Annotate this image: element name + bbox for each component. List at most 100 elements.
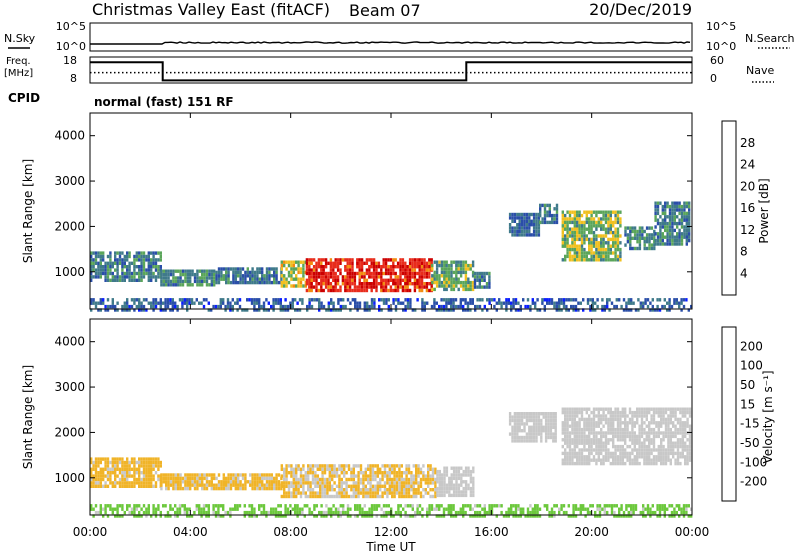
velocity-cell <box>592 434 596 439</box>
power-cell <box>290 260 293 264</box>
velocity-cell <box>210 483 213 487</box>
velocity-cell <box>571 427 574 432</box>
velocity-cell <box>510 504 513 508</box>
power-cell <box>513 219 517 223</box>
velocity-cell <box>225 483 228 487</box>
power-cell <box>661 204 664 209</box>
velocity-cell <box>116 460 119 465</box>
velocity-cell <box>171 507 174 511</box>
power-cell <box>566 220 569 225</box>
velocity-cell <box>440 493 444 498</box>
power-cell <box>387 265 390 269</box>
power-cell <box>577 301 580 305</box>
velocity-cell <box>673 510 676 515</box>
power-cell <box>685 221 688 226</box>
velocity-cell <box>452 483 456 487</box>
velocity-cell <box>179 476 182 481</box>
velocity-cell <box>265 473 269 477</box>
velocity-cell <box>672 431 675 435</box>
power-cell <box>140 251 143 255</box>
power-cell <box>284 298 287 302</box>
velocity-cell <box>179 483 182 487</box>
power-cell <box>683 215 686 219</box>
velocity-cell <box>99 460 102 465</box>
power-cell <box>140 268 143 272</box>
velocity-cell <box>445 466 449 470</box>
power-cell <box>106 304 110 309</box>
power-cell <box>332 268 335 272</box>
power-cell <box>590 230 593 235</box>
velocity-cell <box>356 504 359 508</box>
cpid-value: normal (fast) 151 RF <box>94 95 234 109</box>
power-cell <box>614 234 617 238</box>
velocity-cell <box>544 432 548 436</box>
velocity-cell <box>513 418 517 423</box>
power-cell <box>473 285 477 289</box>
power-cell <box>629 240 632 244</box>
velocity-cell <box>316 481 319 485</box>
power-cell <box>519 308 522 312</box>
power-cell <box>315 278 318 282</box>
power-cell <box>315 282 318 286</box>
power-cell <box>512 298 515 302</box>
power-cell <box>348 288 352 293</box>
power-cell <box>301 298 304 302</box>
velocity-cell <box>469 493 473 498</box>
velocity-cell <box>431 494 435 499</box>
velocity-cell <box>686 458 689 462</box>
power-cell <box>555 210 559 214</box>
velocity-cell <box>550 510 554 515</box>
power-cell <box>190 301 194 305</box>
velocity-cell <box>643 451 646 456</box>
velocity-cell <box>592 414 596 418</box>
velocity-cell <box>502 514 506 518</box>
velocity-cell <box>476 510 479 515</box>
velocity-cell <box>188 514 191 518</box>
velocity-cell <box>464 510 467 515</box>
power-cell <box>507 301 510 305</box>
velocity-cell <box>222 514 225 518</box>
velocity-cell <box>626 458 629 462</box>
velocity-cell <box>588 448 591 452</box>
velocity-cell <box>290 484 293 488</box>
velocity-cell <box>169 480 173 484</box>
velocity-cell <box>279 510 282 515</box>
velocity-cell <box>393 484 396 488</box>
velocity-cell <box>319 484 322 488</box>
power-cell <box>387 304 390 309</box>
velocity-cell <box>186 507 189 511</box>
velocity-cell <box>370 510 374 515</box>
velocity-cell <box>674 410 677 415</box>
velocity-cell <box>609 424 612 428</box>
velocity-cell <box>323 467 327 471</box>
velocity-cell <box>364 491 367 495</box>
velocity-cell <box>505 510 508 515</box>
velocity-cell <box>675 510 678 515</box>
velocity-cell <box>399 504 402 508</box>
power-cell <box>152 265 155 269</box>
power-cell <box>147 261 150 265</box>
velocity-cell <box>400 477 403 482</box>
power-cell <box>423 285 426 289</box>
velocity-cell <box>638 431 641 435</box>
velocity-cell <box>676 417 680 422</box>
power-cell <box>372 278 376 282</box>
power-cell <box>154 298 158 302</box>
velocity-cell <box>368 514 371 518</box>
velocity-cell <box>440 483 444 487</box>
velocity-cell <box>94 510 98 515</box>
velocity-cell <box>438 514 441 518</box>
power-cell <box>142 298 146 302</box>
power-cell <box>648 226 651 230</box>
power-cell <box>597 244 600 248</box>
velocity-cell <box>232 483 235 487</box>
power-cell <box>280 274 283 278</box>
power-cell <box>589 298 592 302</box>
velocity-cell <box>672 441 675 445</box>
power-cell <box>353 278 357 282</box>
power-cell <box>516 223 519 227</box>
velocity-cell <box>220 486 223 491</box>
velocity-cell <box>662 407 665 411</box>
velocity-cell <box>669 414 672 418</box>
velocity-cell <box>450 486 453 491</box>
